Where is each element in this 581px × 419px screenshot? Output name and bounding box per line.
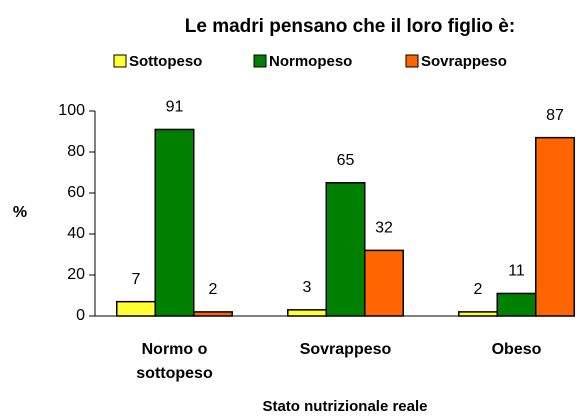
value-label: 65 [337, 152, 355, 169]
value-label: 11 [508, 263, 525, 280]
x-tick-label: Normo o sottopeso [136, 341, 213, 382]
value-label: 2 [474, 281, 483, 298]
y-tick-label: 0 [76, 307, 85, 324]
bar [193, 311, 233, 317]
legend-label: Sottopeso [129, 53, 202, 70]
x-tick-label: Sovrappeso [299, 341, 392, 358]
bar [116, 300, 156, 317]
value-label: 3 [303, 279, 312, 296]
value-label: 2 [209, 281, 218, 298]
bar [458, 311, 498, 317]
y-tick-label: 80 [67, 143, 85, 160]
y-tick-label: 100 [58, 102, 85, 119]
x-tick-label: Obeso [491, 341, 542, 358]
legend-swatch [253, 54, 267, 68]
y-tick-label: 60 [67, 184, 85, 201]
bar [325, 182, 366, 317]
chart-title: Le madri pensano che il loro figlio è: [185, 16, 515, 37]
bar [287, 309, 327, 317]
legend-label: Sovrappeso [421, 53, 507, 70]
legend-label: Normopeso [269, 53, 352, 70]
legend-swatch [405, 54, 419, 68]
y-tick-label: 40 [67, 225, 85, 242]
legend-swatch [113, 54, 127, 68]
y-axis-label: % [13, 204, 27, 221]
value-label: 7 [132, 271, 141, 288]
y-tick-label: 20 [67, 266, 85, 283]
value-label: 32 [375, 220, 393, 237]
bar [154, 128, 195, 317]
bar [535, 136, 575, 317]
bar [496, 292, 537, 317]
value-label: 87 [546, 107, 564, 124]
value-label: 91 [166, 99, 184, 116]
bar [364, 249, 404, 317]
x-axis-label: Stato nutrizionale reale [262, 398, 427, 415]
